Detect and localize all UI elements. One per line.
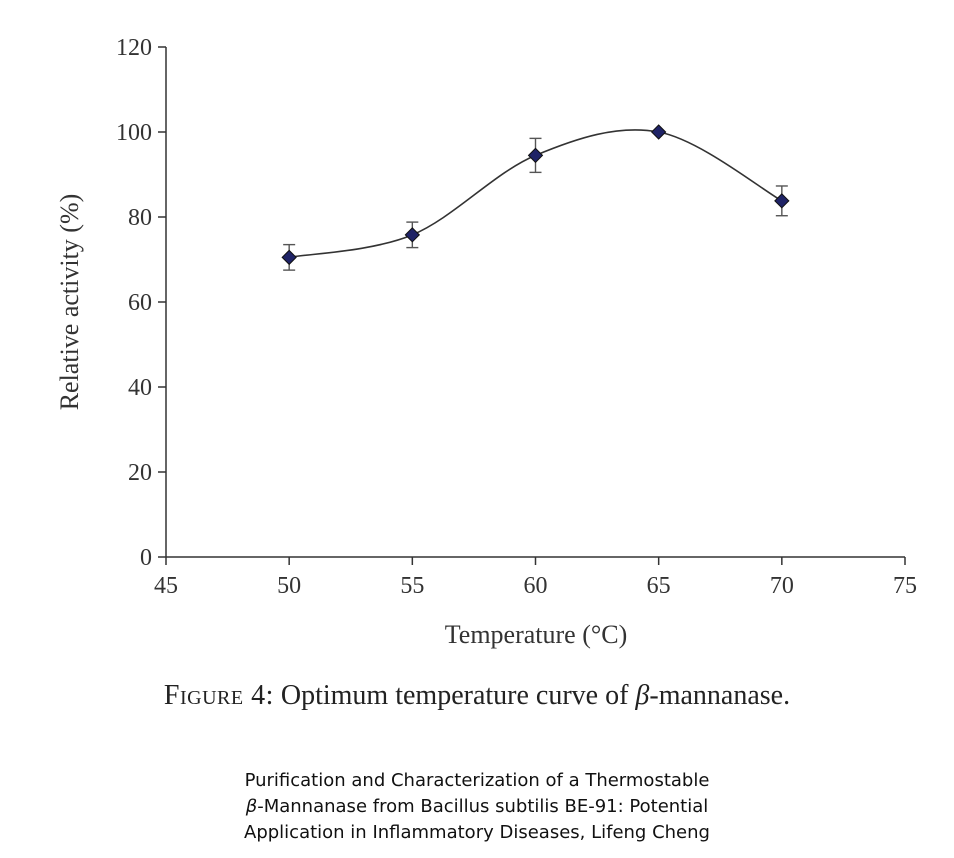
figure-caption: Figure 4: Optimum temperature curve of β…: [0, 680, 954, 712]
y-tick-label: 20: [128, 460, 152, 486]
data-point-marker: [774, 193, 790, 209]
source-line-2: β-Mannanase from Bacillus subtilis BE-91…: [0, 794, 954, 820]
x-tick-label: 50: [277, 573, 301, 599]
y-tick-label: 0: [140, 545, 152, 571]
axes: 0 20 40 60 80 100 120 45 50 55 60 65 70 75: [116, 35, 917, 599]
y-axis-label: Relative activity (%): [55, 194, 84, 411]
caption-beta: β: [635, 680, 650, 711]
y-tick-label: 80: [128, 205, 152, 231]
source-beta: β: [245, 796, 258, 817]
x-tick-label: 75: [893, 573, 917, 599]
y-tick-label: 40: [128, 375, 152, 401]
y-tick-label: 120: [116, 35, 152, 61]
x-tick-label: 65: [647, 573, 671, 599]
caption-text-pre: Optimum temperature curve of: [280, 680, 636, 711]
data-markers: [281, 124, 790, 266]
source-line-1: Purification and Characterization of a T…: [244, 770, 710, 791]
x-axis-label: Temperature (°C): [445, 620, 628, 649]
x-tick-label: 55: [400, 573, 424, 599]
chart: 0 20 40 60 80 100 120 45 50 55 60 65 70 75 Temperatur…: [55, 35, 917, 649]
source-citation: Purification and Characterization of a T…: [0, 768, 954, 846]
source-line-3: Application in Inflammatory Diseases, Li…: [244, 822, 710, 843]
x-tick-label: 70: [770, 573, 794, 599]
y-tick-label: 100: [116, 120, 152, 146]
data-point-marker: [404, 227, 421, 243]
x-tick-label: 60: [524, 573, 548, 599]
axis-labels: Temperature (°C) Relative activity (%): [55, 194, 627, 649]
y-tick-label: 60: [128, 290, 152, 316]
caption-text-post: -mannanase.: [649, 680, 791, 711]
figure-label: Figure 4:: [163, 680, 274, 711]
data-point-marker: [527, 147, 544, 164]
data-point-marker: [650, 124, 667, 140]
source-line-2-text: -Mannanase from Bacillus subtilis BE-91:…: [257, 796, 709, 817]
data-point-marker: [281, 249, 297, 266]
x-tick-label: 45: [154, 573, 178, 599]
